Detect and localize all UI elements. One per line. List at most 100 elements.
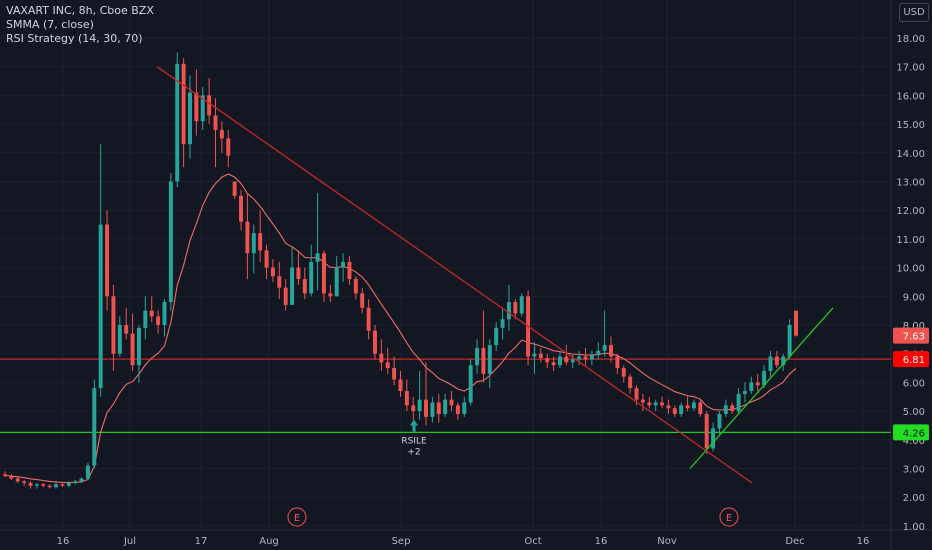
- candle: [207, 78, 212, 125]
- price-label-box: [893, 351, 929, 368]
- trend-lines: [156, 66, 834, 484]
- candle: [596, 342, 601, 360]
- candle-body: [239, 195, 244, 222]
- symbol-title[interactable]: VAXART INC, 8h, Cboe BZX: [6, 4, 154, 17]
- candle: [283, 279, 288, 311]
- time-tick: 16: [857, 536, 870, 547]
- candle: [583, 347, 588, 366]
- candle-body: [22, 481, 27, 483]
- candle: [577, 350, 582, 366]
- candle: [647, 396, 652, 409]
- candle-body: [723, 405, 728, 414]
- candle: [666, 399, 671, 414]
- candle: [277, 261, 282, 300]
- downtrend-line[interactable]: [156, 66, 753, 484]
- candle-body: [353, 279, 358, 294]
- price-label-box: [893, 327, 929, 344]
- horizontal-levels: [0, 358, 891, 433]
- candle-body: [341, 261, 346, 268]
- earnings-marker[interactable]: E: [287, 507, 307, 527]
- candle-body: [551, 362, 556, 366]
- candle-body: [500, 319, 505, 328]
- candle-body: [366, 307, 371, 331]
- candle: [136, 325, 141, 383]
- candle-body: [634, 388, 639, 400]
- candle: [258, 210, 263, 262]
- candle: [794, 310, 798, 337]
- price-axis[interactable]: [891, 0, 932, 550]
- candle: [449, 391, 454, 412]
- candle: [111, 284, 116, 371]
- price-tick: 13.00: [896, 178, 925, 189]
- price-tick: 12.00: [896, 206, 925, 217]
- time-axis-labels: 16 Jul 17 Aug Sep Oct 16 Nov Dec 16: [57, 536, 870, 547]
- candle: [373, 325, 377, 360]
- price-tick: 9.00: [903, 292, 925, 303]
- candle-body: [277, 276, 282, 288]
- price-label-box: [893, 424, 929, 441]
- price-tick: 11.00: [896, 235, 925, 246]
- candle: [124, 307, 129, 340]
- candle: [672, 405, 677, 417]
- candle: [200, 86, 205, 130]
- candle-body: [226, 138, 231, 156]
- candle: [398, 370, 403, 397]
- rsi-strategy-legend[interactable]: RSI Strategy (14, 30, 70): [6, 32, 143, 45]
- candle: [22, 479, 27, 486]
- candle-body: [577, 356, 582, 360]
- smma-legend[interactable]: SMMA (7, close): [6, 18, 94, 31]
- price-label-green: 4.26: [893, 424, 929, 441]
- candle-body: [315, 253, 320, 262]
- candle-body: [679, 405, 684, 414]
- candle-body: [666, 405, 671, 409]
- candle-body: [111, 296, 116, 354]
- candle-body: [296, 267, 301, 280]
- candle-body: [468, 365, 473, 403]
- candle: [15, 477, 20, 483]
- candle: [538, 347, 543, 363]
- candle: [430, 396, 435, 423]
- chart-legend: VAXART INC, 8h, Cboe BZX SMMA (7, close)…: [6, 4, 154, 46]
- candle: [54, 482, 59, 489]
- candle: [749, 376, 754, 394]
- uptrend-line[interactable]: [689, 307, 834, 469]
- candle: [436, 393, 441, 423]
- price-tick: 1.00: [903, 522, 925, 533]
- candle: [468, 359, 473, 406]
- candle-body: [385, 362, 390, 369]
- candle: [360, 287, 365, 314]
- candle: [787, 319, 792, 360]
- candle-body: [258, 233, 263, 251]
- candle: [475, 339, 480, 374]
- price-tick: 3.00: [903, 465, 925, 476]
- candle-body: [105, 224, 110, 297]
- candle: [353, 276, 358, 300]
- candle: [302, 267, 307, 300]
- candle-body: [404, 391, 409, 406]
- candle: [245, 192, 250, 280]
- earnings-marker[interactable]: E: [719, 507, 739, 527]
- candle: [755, 373, 760, 392]
- candle-body: [85, 465, 90, 479]
- candle: [723, 399, 728, 417]
- time-tick: Jul: [123, 536, 136, 547]
- candle: [417, 370, 422, 420]
- candle-body: [66, 482, 71, 486]
- time-tick: Sep: [392, 536, 411, 547]
- candle: [60, 482, 65, 488]
- candle-body: [781, 356, 786, 366]
- currency-button[interactable]: USD: [899, 3, 929, 22]
- candle-body: [207, 95, 212, 116]
- candle-body: [794, 310, 798, 336]
- candle-body: [181, 63, 186, 145]
- candle-body: [704, 413, 709, 449]
- time-tick: Aug: [259, 536, 279, 547]
- candle: [66, 481, 71, 488]
- candle-body: [124, 325, 129, 334]
- candle: [411, 396, 416, 420]
- candle: [105, 210, 110, 311]
- candle-body: [347, 261, 352, 280]
- candle: [628, 373, 633, 394]
- candle-body: [156, 316, 161, 325]
